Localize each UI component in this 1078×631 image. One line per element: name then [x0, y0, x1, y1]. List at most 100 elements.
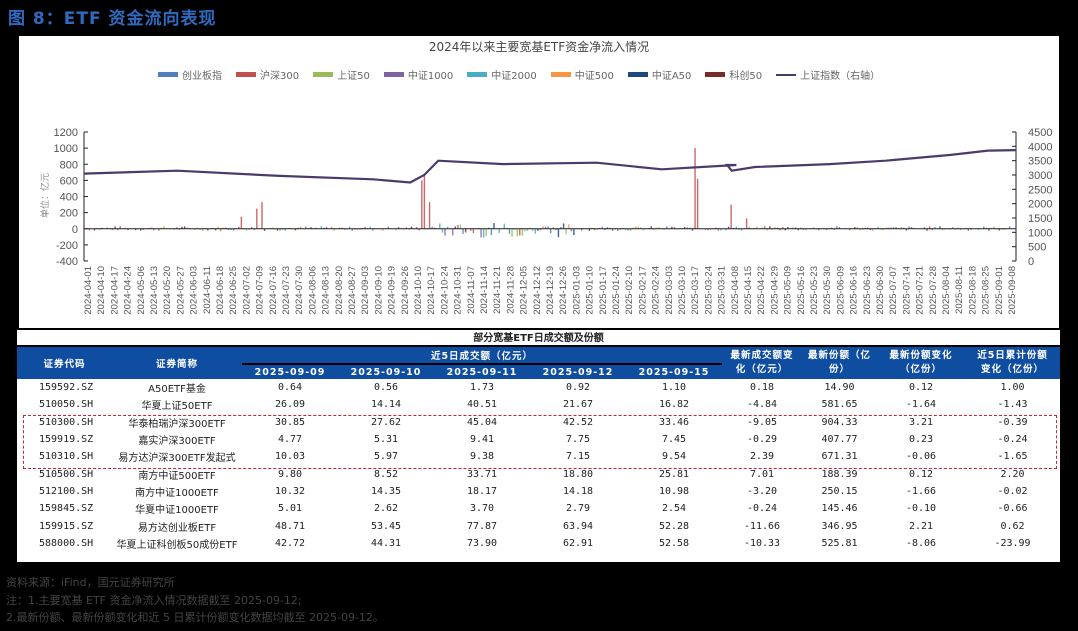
net-inflow-bar: [490, 228, 493, 236]
y-tick-label-left: 200: [60, 208, 78, 220]
net-inflow-bar: [320, 226, 322, 229]
net-inflow-bar: [539, 228, 542, 231]
cell-shares: 346.95: [821, 520, 858, 532]
legend-swatch-icon: [383, 72, 404, 77]
net-inflow-bar: [671, 226, 673, 229]
table-row: 512100.SH 南方中证1000ETF 10.32 14.35 18.17 14.18…: [17, 483, 1060, 500]
net-inflow-bar: [529, 227, 531, 229]
net-inflow-bar: [779, 228, 781, 231]
net-inflow-bar: [954, 228, 957, 230]
net-inflow-bar: [119, 226, 121, 229]
x-tick-label: 2024-06-25: [228, 266, 239, 315]
net-inflow-bar: [787, 227, 789, 229]
cell-code: 159592.SZ: [39, 382, 94, 394]
cell-d3: 9.41: [469, 434, 495, 446]
net-inflow-bar: [1008, 226, 1011, 229]
net-inflow-bar: [629, 228, 632, 231]
net-inflow-bar: [892, 226, 895, 229]
x-tick-label: 2025-05-23: [809, 266, 820, 315]
cell-d1: 26.09: [274, 399, 306, 411]
net-inflow-bar: [470, 228, 472, 231]
net-inflow-bar: [446, 226, 449, 229]
net-inflow-bar: [441, 228, 444, 233]
legend-item: 上证指数（右轴）: [776, 67, 880, 82]
x-tick-label: 2025-06-16: [849, 266, 860, 315]
net-inflow-bar: [769, 226, 771, 229]
net-inflow-bar: [763, 226, 766, 229]
net-inflow-bar: [573, 228, 575, 235]
y-tick-label-left: -200: [56, 240, 78, 252]
cell-share-change: -1.64: [905, 399, 937, 411]
net-inflow-bar: [611, 228, 614, 231]
legend-swatch-icon: [705, 72, 726, 77]
x-tick-label: 2024-10-10: [413, 266, 424, 315]
cell-d3: 18.17: [466, 485, 498, 497]
net-inflow-bar: [867, 227, 869, 229]
cell-share-change: -8.06: [905, 537, 937, 549]
x-tick-label: 2024-12-05: [519, 266, 530, 315]
cell-d4: 21.67: [562, 399, 594, 411]
cell-code: 510310.SH: [39, 451, 94, 463]
cell-shares: 250.15: [821, 485, 858, 497]
legend-label: 中证500: [574, 71, 614, 82]
net-inflow-bar: [410, 226, 413, 229]
net-inflow-bar: [869, 228, 872, 231]
cell-d4: 62.91: [562, 537, 594, 549]
net-inflow-bar: [220, 228, 222, 231]
net-inflow-bar: [217, 226, 219, 229]
net-inflow-bar: [735, 226, 737, 229]
cell-name: 嘉实沪深300ETF: [138, 436, 216, 448]
net-inflow-bar: [93, 228, 96, 231]
net-inflow-bar: [253, 228, 255, 231]
net-inflow-bar: [691, 228, 694, 231]
x-tick-label: 2025-09-01: [994, 266, 1005, 315]
net-inflow-bar: [565, 228, 567, 235]
net-inflow-bar: [557, 228, 560, 238]
net-inflow-bar: [900, 226, 902, 229]
net-inflow-bar: [498, 228, 500, 233]
cell-d2: 5.97: [373, 451, 399, 463]
cell-d5: 52.28: [658, 520, 690, 532]
x-tick-label: 2024-05-06: [136, 266, 147, 315]
x-tick-label: 2024-04-24: [123, 266, 134, 315]
legend-label: 科创50: [729, 71, 763, 82]
cell-d3: 40.51: [466, 399, 498, 411]
y-tick-label-right: 1500: [1028, 213, 1052, 225]
cell-d3: 3.70: [469, 503, 495, 515]
header-date-5: 2025-09-15: [626, 364, 722, 379]
legend-swatch-icon: [236, 72, 256, 77]
cell-vol-change: -9.05: [746, 416, 778, 428]
cell-d5: 10.98: [658, 485, 690, 497]
legend-label: 上证指数（右轴）: [800, 71, 881, 82]
header-name: 证券简称: [112, 347, 242, 379]
net-inflow-bar: [134, 228, 137, 231]
chart-panel: [19, 36, 1059, 328]
x-tick-label: 2024-04-17: [109, 266, 120, 315]
x-tick-label: 2025-04-22: [756, 266, 767, 315]
net-inflow-bar: [526, 228, 529, 231]
note-2: 2.最新份额、最新份额变化和近 5 日累计份额变化数据均截至 2025-09-1…: [6, 611, 384, 624]
cell-share-change-5d: -0.39: [997, 416, 1028, 428]
net-inflow-bar: [153, 228, 155, 231]
legend-label: 上证50: [337, 71, 370, 82]
net-inflow-bar: [877, 226, 879, 229]
net-inflow-bar: [952, 227, 954, 229]
net-inflow-bar: [434, 227, 436, 229]
y-tick-label-left: 800: [60, 159, 78, 171]
net-inflow-bar: [872, 228, 874, 231]
net-inflow-bar: [534, 228, 536, 234]
cell-d3: 33.71: [466, 468, 498, 480]
x-tick-label: 2025-03-03: [664, 266, 675, 315]
net-inflow-bar: [310, 227, 312, 229]
x-tick-label: 2025-01-17: [598, 266, 609, 315]
cell-share-change-5d: 1.00: [1000, 382, 1025, 394]
cell-d4: 7.15: [565, 451, 591, 463]
net-inflow-bar: [284, 228, 286, 231]
net-inflow-bar: [910, 226, 913, 229]
cell-code: 510300.SH: [39, 416, 94, 428]
legend-item: 中证2000: [467, 67, 537, 82]
x-tick-label: 2025-04-08: [730, 266, 741, 315]
net-inflow-bar: [627, 228, 629, 231]
net-inflow-bar: [905, 228, 908, 231]
net-inflow-bar: [836, 226, 838, 229]
